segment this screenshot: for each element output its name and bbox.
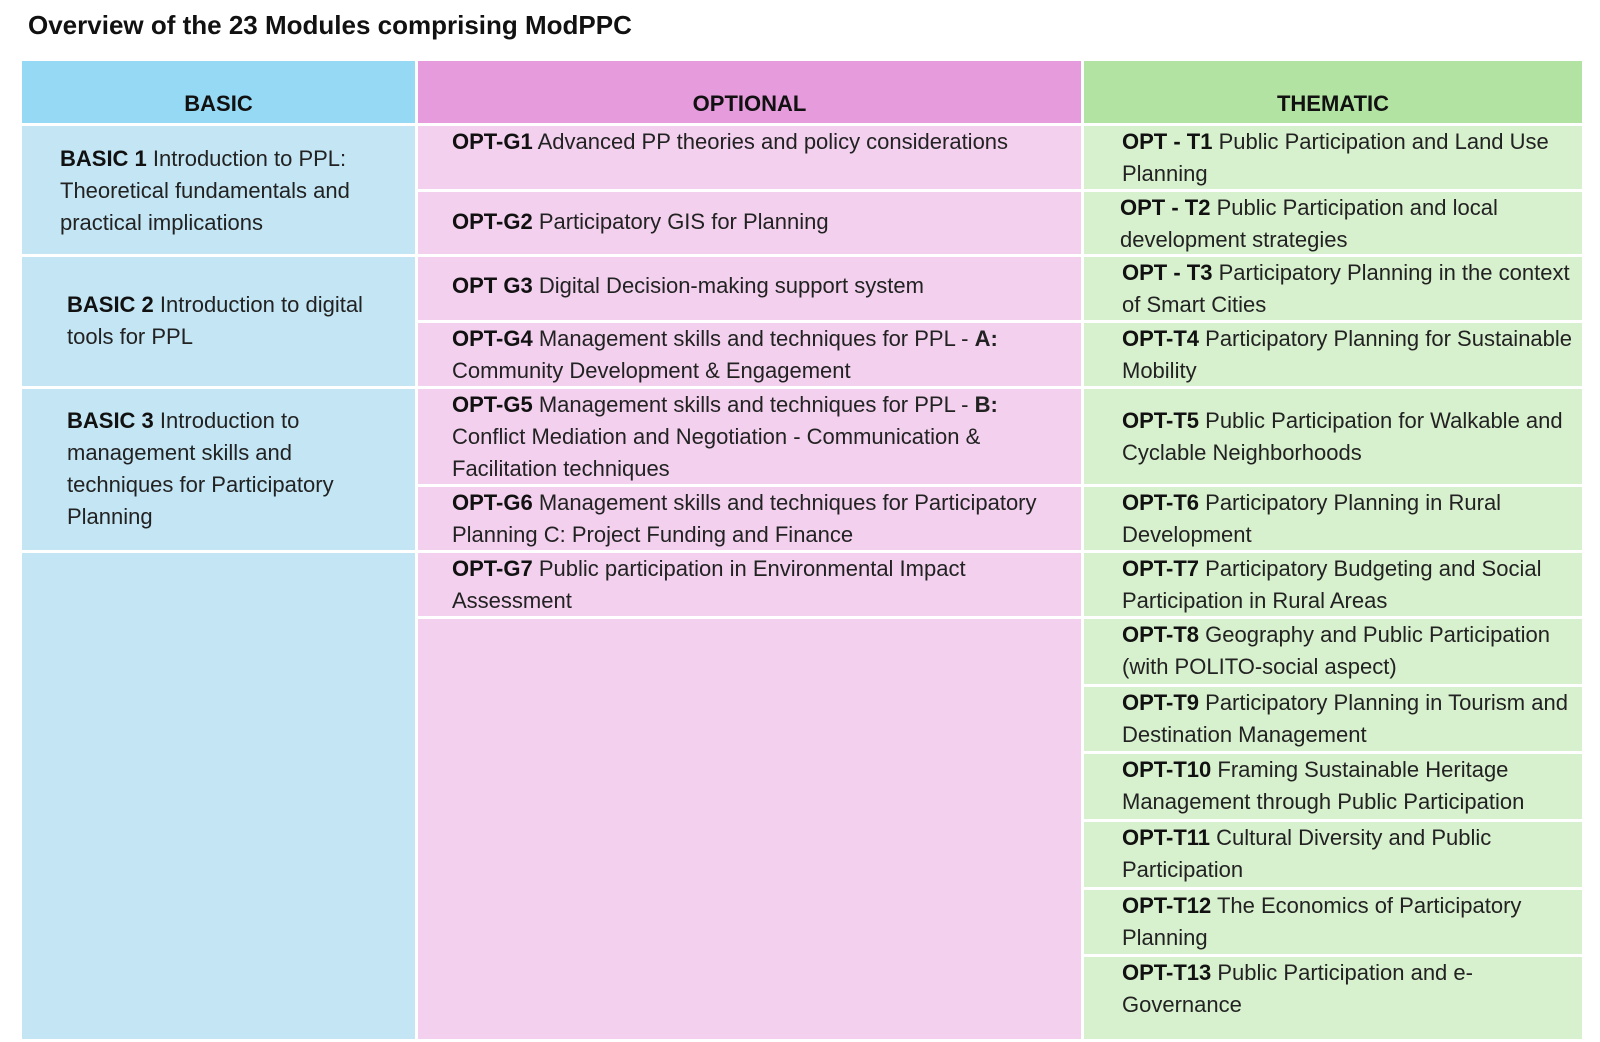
- module-code: OPT-T8: [1122, 622, 1200, 647]
- thematic-module-t1: OPT - T1 Public Participation and Land U…: [1084, 123, 1582, 189]
- module-title: Management skills and techniques for PPL…: [538, 326, 975, 351]
- basic-module-2: BASIC 2 Introduction to digital tools fo…: [22, 254, 415, 386]
- module-part-label: A:: [974, 326, 998, 351]
- module-title: Advanced PP theories and policy consider…: [537, 129, 1009, 154]
- module-code: OPT-T12: [1122, 893, 1212, 918]
- module-code: OPT-G6: [452, 490, 533, 515]
- module-code: OPT-G1: [452, 129, 533, 154]
- module-title: Public participation in Environmental Im…: [452, 556, 966, 613]
- optional-empty-cell: [418, 616, 1081, 1039]
- module-code: OPT-T13: [1122, 960, 1212, 985]
- module-title: Participatory Planning in Rural Developm…: [1122, 490, 1502, 547]
- module-title: Introduction to management skills and te…: [67, 408, 334, 529]
- module-title: Public Participation and local developme…: [1120, 195, 1498, 252]
- optional-module-g1: OPT-G1 Advanced PP theories and policy c…: [418, 123, 1081, 189]
- module-code: OPT-T10: [1122, 757, 1212, 782]
- module-title: Participatory Budgeting and Social Parti…: [1122, 556, 1542, 613]
- module-title-tail: Community Development & Engagement: [452, 358, 851, 383]
- thematic-module-t3: OPT - T3 Participatory Planning in the c…: [1084, 254, 1582, 320]
- thematic-module-t10: OPT-T10 Framing Sustainable Heritage Man…: [1084, 751, 1582, 819]
- module-title: Digital Decision-making support system: [538, 273, 924, 298]
- module-title: Public Participation for Walkable and Cy…: [1122, 408, 1563, 465]
- module-title: Participatory Planning in the context of…: [1122, 260, 1570, 317]
- module-title: Geography and Public Participation (with…: [1122, 622, 1551, 679]
- basic-empty-cell: [22, 550, 415, 1039]
- module-code: OPT-T6: [1122, 490, 1200, 515]
- module-title: Participatory Planning for Sustainable M…: [1122, 326, 1573, 383]
- module-title: Participatory Planning in Tourism and De…: [1122, 690, 1568, 747]
- module-title: Introduction to digital tools for PPL: [67, 292, 363, 349]
- page-title: Overview of the 23 Modules comprising Mo…: [28, 10, 632, 40]
- basic-header: BASIC: [22, 61, 415, 123]
- module-title: Public Participation and Land Use Planni…: [1122, 129, 1549, 186]
- module-code: OPT-T7: [1122, 556, 1200, 581]
- module-title: Introduction to PPL: Theoretical fundame…: [60, 146, 350, 235]
- module-title: The Economics of Participatory Planning: [1122, 893, 1522, 950]
- thematic-module-t4: OPT-T4 Participatory Planning for Sustai…: [1084, 320, 1582, 386]
- basic-module-3: BASIC 3 Introduction to management skill…: [22, 386, 415, 550]
- module-code: OPT-T4: [1122, 326, 1200, 351]
- optional-column: OPTIONAL OPT-G1 Advanced PP theories and…: [418, 61, 1081, 1039]
- module-code: OPT - T1: [1122, 129, 1213, 154]
- thematic-module-t8: OPT-T8 Geography and Public Participatio…: [1084, 616, 1582, 684]
- module-code: OPT-T11: [1122, 825, 1211, 850]
- optional-module-g2: OPT-G2 Participatory GIS for Planning: [418, 189, 1081, 254]
- module-code: OPT G3: [452, 273, 533, 298]
- module-title: Participatory GIS for Planning: [538, 209, 829, 234]
- module-code: BASIC 3: [67, 408, 154, 433]
- module-title-tail: Conflict Mediation and Negotiation - Com…: [452, 424, 981, 481]
- module-code: OPT - T3: [1122, 260, 1213, 285]
- thematic-module-t6: OPT-T6 Participatory Planning in Rural D…: [1084, 484, 1582, 550]
- thematic-module-t11: OPT-T11 Cultural Diversity and Public Pa…: [1084, 819, 1582, 887]
- module-code: BASIC 2: [67, 292, 154, 317]
- thematic-column: THEMATIC OPT - T1 Public Participation a…: [1084, 61, 1582, 1039]
- thematic-header: THEMATIC: [1084, 61, 1582, 123]
- optional-module-g5: OPT-G5 Management skills and techniques …: [418, 386, 1081, 484]
- optional-module-g4: OPT-G4 Management skills and techniques …: [418, 320, 1081, 386]
- module-code: OPT-G5: [452, 392, 533, 417]
- optional-module-g6: OPT-G6 Management skills and techniques …: [418, 484, 1081, 550]
- optional-module-g7: OPT-G7 Public participation in Environme…: [418, 550, 1081, 616]
- basic-column: BASIC BASIC 1 Introduction to PPL: Theor…: [22, 61, 415, 1039]
- module-code: OPT-T9: [1122, 690, 1200, 715]
- module-title: Management skills and techniques for PPL…: [538, 392, 975, 417]
- module-code: BASIC 1: [60, 146, 147, 171]
- basic-module-1: BASIC 1 Introduction to PPL: Theoretical…: [22, 123, 415, 254]
- module-title: Public Participation and e-Governance: [1122, 960, 1473, 1017]
- thematic-module-t2: OPT - T2 Public Participation and local …: [1084, 189, 1582, 254]
- module-code: OPT-G4: [452, 326, 533, 351]
- thematic-module-t7: OPT-T7 Participatory Budgeting and Socia…: [1084, 550, 1582, 616]
- optional-module-g3: OPT G3 Digital Decision-making support s…: [418, 254, 1081, 320]
- module-code: OPT-G2: [452, 209, 533, 234]
- optional-header: OPTIONAL: [418, 61, 1081, 123]
- module-part-label: B:: [974, 392, 998, 417]
- thematic-module-t13: OPT-T13 Public Participation and e-Gover…: [1084, 954, 1582, 1039]
- module-title: Framing Sustainable Heritage Management …: [1122, 757, 1525, 814]
- module-code: OPT - T2: [1120, 195, 1211, 220]
- thematic-module-t12: OPT-T12 The Economics of Participatory P…: [1084, 887, 1582, 954]
- thematic-module-t5: OPT-T5 Public Participation for Walkable…: [1084, 386, 1582, 484]
- module-title: Management skills and techniques for Par…: [452, 490, 1037, 547]
- module-title: Cultural Diversity and Public Participat…: [1122, 825, 1492, 882]
- thematic-module-t9: OPT-T9 Participatory Planning in Tourism…: [1084, 684, 1582, 751]
- module-code: OPT-G7: [452, 556, 533, 581]
- module-code: OPT-T5: [1122, 408, 1200, 433]
